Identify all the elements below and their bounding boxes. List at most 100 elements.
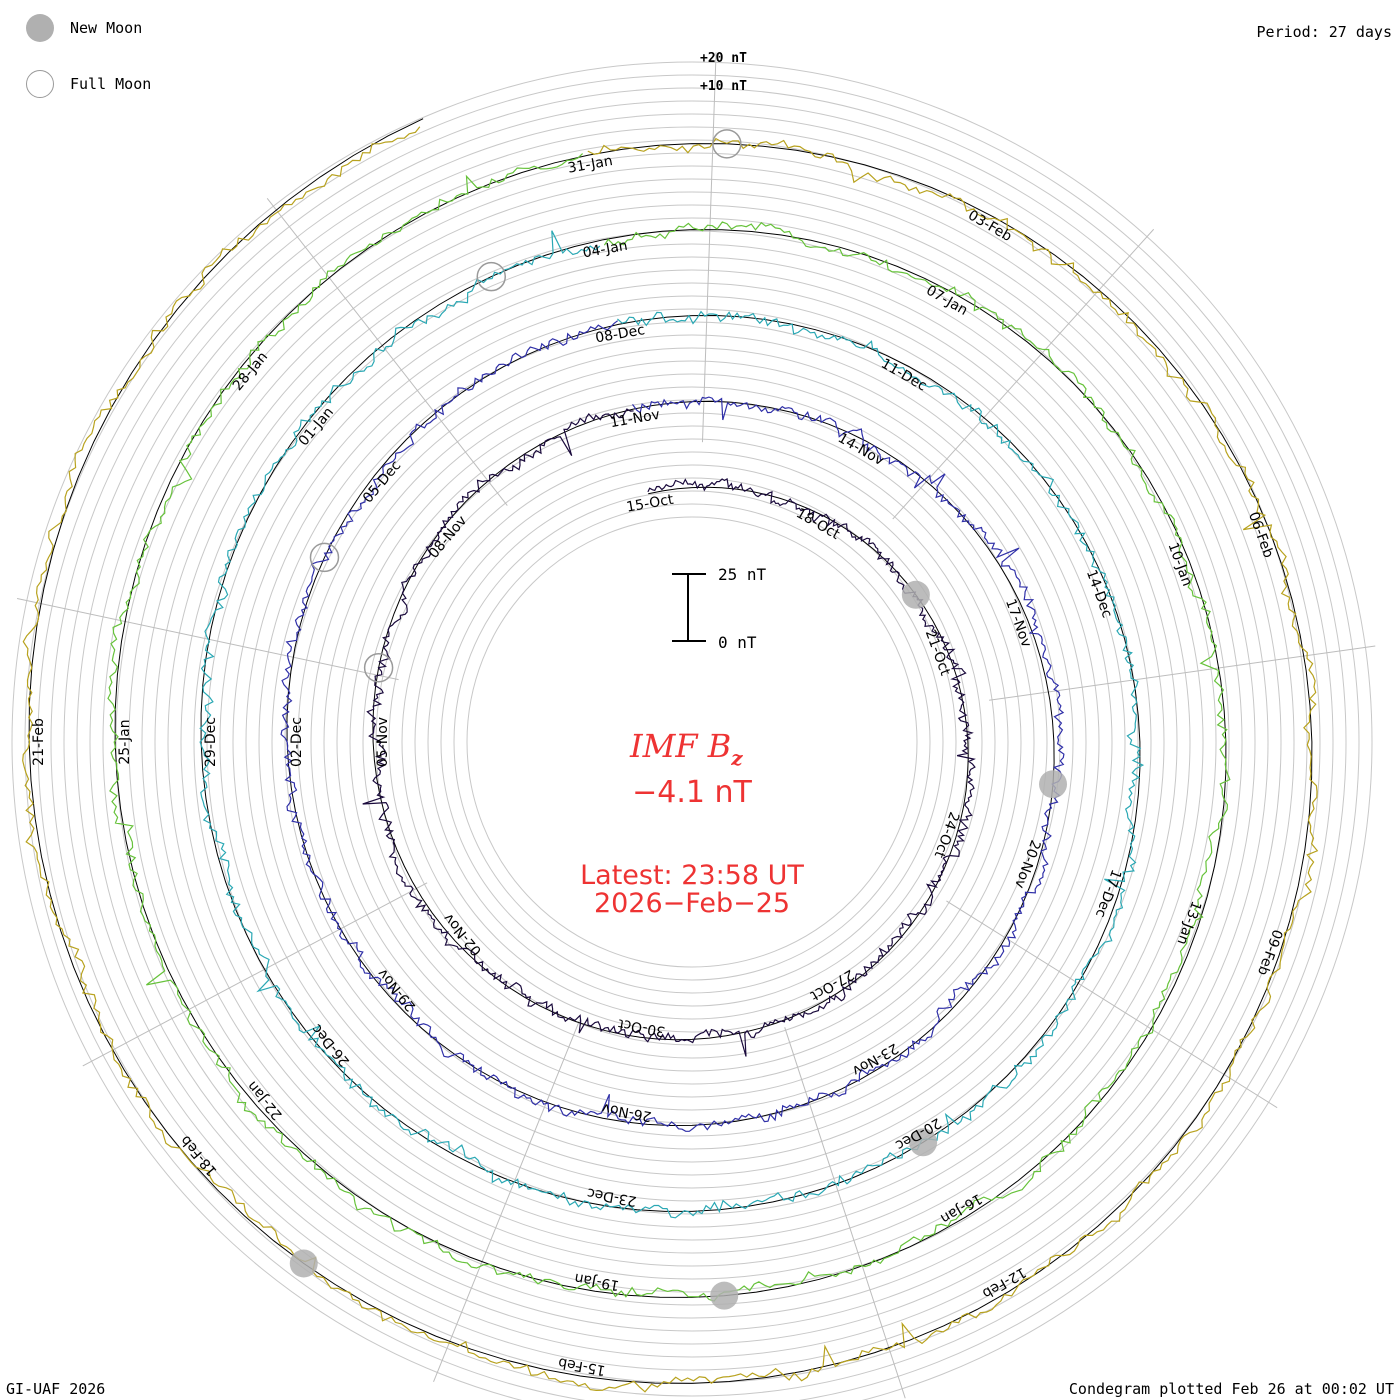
grid-ring bbox=[375, 425, 1009, 1059]
grid-ring bbox=[310, 360, 1074, 1124]
grid-ring bbox=[128, 178, 1256, 1306]
current-value: −4.1 nT bbox=[632, 775, 752, 810]
legend-new-moon: New Moon bbox=[26, 12, 142, 44]
grid-ring bbox=[414, 464, 970, 1020]
date-label: 18-Oct bbox=[793, 505, 843, 543]
date-label: 17-Dec bbox=[1092, 867, 1124, 919]
full-moon-marker bbox=[712, 129, 742, 159]
grid-ring bbox=[180, 230, 1204, 1254]
grid-ring bbox=[466, 516, 918, 968]
new-moon-label: New Moon bbox=[70, 19, 143, 37]
date-label: 11-Nov bbox=[609, 407, 661, 431]
date-label: 30-Oct bbox=[616, 1015, 666, 1039]
date-label: 25-Jan bbox=[117, 719, 133, 764]
day-spoke bbox=[946, 900, 1278, 1109]
latest-date: 2026−Feb−25 bbox=[594, 888, 790, 919]
grid-ring bbox=[232, 282, 1152, 1202]
date-label: 26-Nov bbox=[601, 1100, 653, 1124]
date-label: 15-Oct bbox=[625, 492, 675, 516]
day-spokes bbox=[16, 52, 1376, 1399]
date-label: 16-Jan bbox=[938, 1190, 985, 1226]
full-moon-marker bbox=[309, 542, 340, 573]
grid-ring bbox=[323, 373, 1061, 1111]
center-readout: IMF Bz −4.1 nT Latest: 23:58 UT 2026−Feb… bbox=[580, 727, 804, 919]
grid-ring bbox=[24, 74, 1360, 1400]
day-spoke bbox=[892, 228, 1155, 520]
scale-bar-top-label: 25 nT bbox=[718, 565, 767, 584]
date-label: 22-Jan bbox=[244, 1078, 285, 1123]
legend-full-moon: Full Moon bbox=[26, 68, 151, 100]
grid-ring bbox=[349, 399, 1035, 1085]
date-label: 11-Dec bbox=[878, 356, 929, 395]
grid-ring bbox=[154, 204, 1230, 1280]
bz-trace-rotation-1 bbox=[362, 408, 976, 1057]
ring-label-plus10: +10 nT bbox=[700, 79, 747, 94]
day-spoke bbox=[82, 882, 428, 1067]
new-moon-marker bbox=[710, 1281, 739, 1310]
grid-ring bbox=[297, 347, 1087, 1137]
date-label: 29-Nov bbox=[375, 965, 420, 1014]
footer-timestamp: Condegram plotted Feb 26 at 00:02 UT bbox=[1068, 1380, 1394, 1398]
new-moon-marker bbox=[289, 1249, 318, 1278]
date-label: 29-Dec bbox=[203, 717, 219, 767]
day-spoke bbox=[701, 52, 717, 443]
grid-ring bbox=[206, 256, 1178, 1228]
day-spoke bbox=[433, 1019, 581, 1382]
scale-bar-bottom-label: 0 nT bbox=[718, 633, 757, 652]
full-moon-marker bbox=[363, 652, 394, 683]
grid-ring bbox=[167, 217, 1217, 1267]
grid-ring bbox=[336, 386, 1048, 1098]
bz-trace-rotation-2 bbox=[280, 320, 1065, 1132]
latest-time: Latest: 23:58 UT bbox=[580, 860, 804, 891]
date-label: 09-Feb bbox=[1254, 927, 1285, 977]
footer-credit: GI-UAF 2026 bbox=[6, 1380, 106, 1398]
day-spoke bbox=[989, 645, 1376, 701]
grid-ring bbox=[440, 490, 944, 994]
date-label: 02-Dec bbox=[289, 717, 305, 767]
bz-trace-rotation-5 bbox=[22, 126, 1319, 1393]
grid-ring bbox=[63, 113, 1321, 1371]
grid-ring bbox=[427, 477, 957, 1007]
ring-label-plus20: +20 nT bbox=[700, 51, 747, 66]
grid-ring bbox=[89, 139, 1295, 1345]
new-moon-marker bbox=[901, 580, 930, 609]
grid-ring bbox=[76, 126, 1308, 1358]
grid-rings bbox=[11, 61, 1373, 1400]
day-spoke bbox=[266, 197, 508, 506]
day-spoke bbox=[784, 1027, 906, 1399]
date-label: 05-Nov bbox=[375, 717, 391, 767]
full-moon-marker bbox=[476, 261, 507, 292]
center-title: IMF Bz bbox=[629, 727, 743, 770]
grid-ring bbox=[258, 308, 1126, 1176]
date-label: 21-Feb bbox=[31, 718, 47, 766]
grid-ring bbox=[193, 243, 1191, 1241]
grid-ring bbox=[11, 61, 1373, 1400]
date-label: 23-Dec bbox=[586, 1184, 638, 1208]
moon-markers bbox=[289, 129, 1068, 1310]
new-moon-marker bbox=[909, 1128, 938, 1157]
full-moon-label: Full Moon bbox=[70, 75, 152, 93]
date-label: 08-Dec bbox=[594, 322, 646, 346]
bz-traces bbox=[22, 126, 1319, 1393]
grid-ring bbox=[37, 87, 1347, 1397]
new-moon-icon bbox=[26, 14, 54, 42]
date-label: 19-Jan bbox=[573, 1270, 620, 1294]
grid-ring bbox=[141, 191, 1243, 1293]
grid-ring bbox=[401, 451, 983, 1033]
grid-ring bbox=[284, 334, 1100, 1150]
bz-trace-rotation-4 bbox=[107, 153, 1231, 1302]
date-label: 15-Feb bbox=[557, 1354, 607, 1378]
date-label: 24-Oct bbox=[931, 810, 962, 861]
grid-ring bbox=[245, 295, 1139, 1189]
grid-ring bbox=[388, 438, 996, 1046]
grid-ring bbox=[102, 152, 1282, 1332]
grid-ring bbox=[362, 412, 1022, 1072]
date-label: 07-Jan bbox=[923, 282, 970, 318]
scale-bar: 25 nT 0 nT bbox=[672, 565, 767, 652]
new-moon-marker bbox=[1039, 770, 1068, 799]
bz-trace-rotation-3 bbox=[199, 230, 1145, 1219]
date-label: 31-Jan bbox=[567, 153, 614, 177]
grid-ring bbox=[453, 503, 931, 981]
date-label: 04-Jan bbox=[582, 238, 629, 262]
